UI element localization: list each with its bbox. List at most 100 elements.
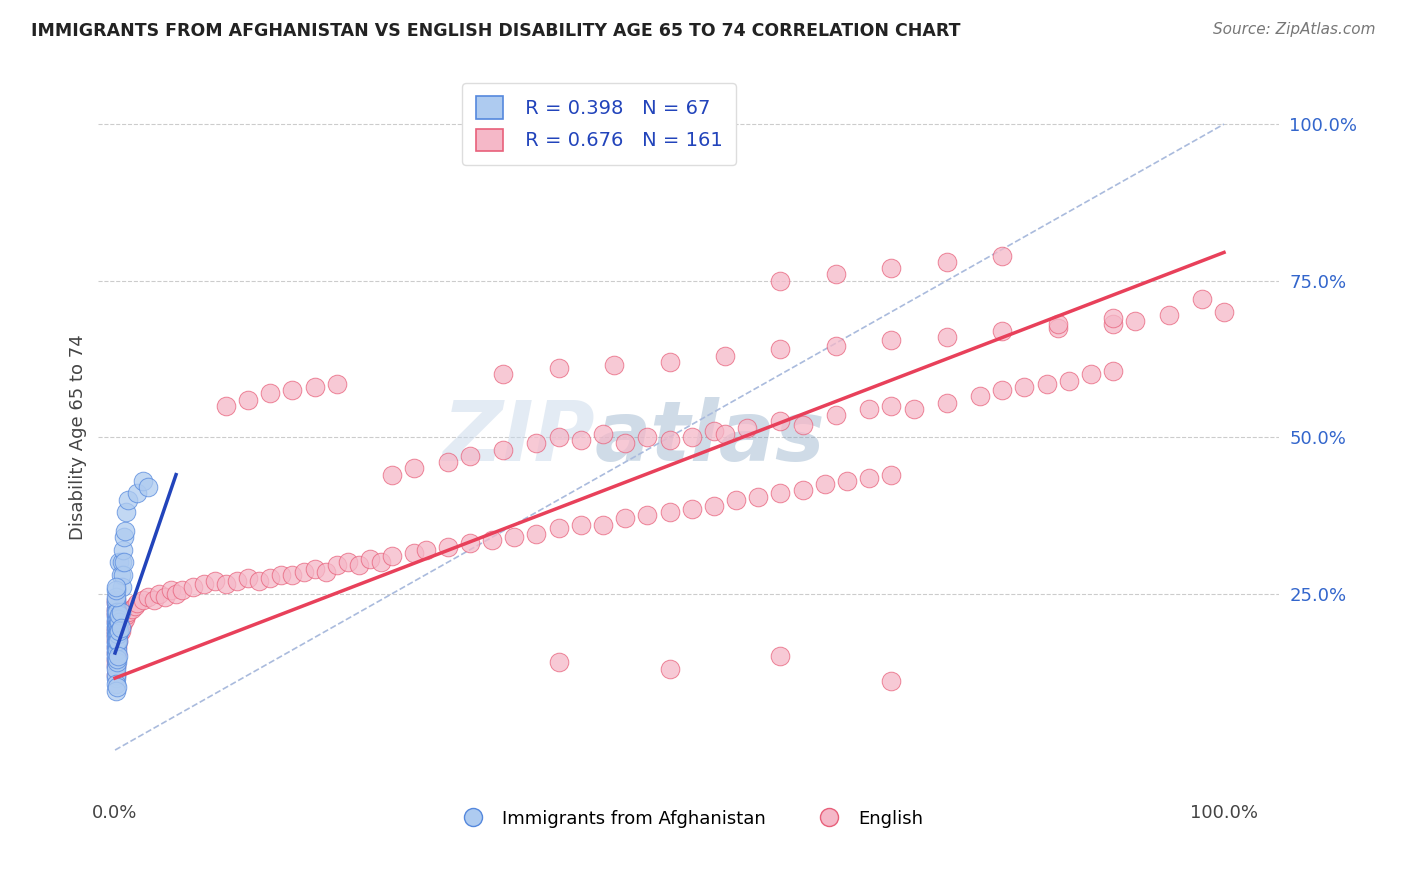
Point	[304, 561, 326, 575]
Point	[359, 552, 381, 566]
Point	[247, 574, 270, 588]
Point	[1102, 311, 1125, 326]
Point	[105, 640, 128, 654]
Y-axis label: Disability Age 65 to 74: Disability Age 65 to 74	[69, 334, 87, 540]
Point	[105, 602, 128, 616]
Text: ZIP: ZIP	[441, 397, 595, 477]
Point	[592, 517, 614, 532]
Point	[880, 674, 903, 689]
Point	[132, 474, 155, 488]
Point	[107, 618, 129, 632]
Point	[105, 605, 128, 619]
Point	[935, 330, 957, 344]
Point	[105, 649, 128, 664]
Point	[108, 615, 131, 629]
Point	[769, 343, 792, 357]
Point	[105, 627, 128, 641]
Point	[107, 633, 129, 648]
Point	[658, 662, 681, 676]
Point	[193, 577, 215, 591]
Point	[1157, 308, 1180, 322]
Point	[110, 624, 132, 639]
Point	[105, 602, 128, 616]
Point	[336, 555, 359, 569]
Point	[165, 586, 187, 600]
Point	[436, 540, 458, 554]
Point	[111, 567, 134, 582]
Point	[115, 608, 138, 623]
Point	[124, 599, 146, 613]
Point	[107, 612, 129, 626]
Point	[105, 646, 128, 660]
Point	[492, 368, 515, 382]
Point	[181, 580, 204, 594]
Point	[547, 656, 569, 670]
Point	[105, 643, 128, 657]
Point	[603, 358, 626, 372]
Point	[880, 399, 903, 413]
Point	[547, 361, 569, 376]
Point	[636, 508, 658, 523]
Point	[105, 640, 128, 654]
Point	[825, 339, 848, 353]
Point	[105, 633, 128, 648]
Point	[292, 565, 315, 579]
Point	[404, 461, 426, 475]
Point	[681, 502, 703, 516]
Point	[105, 652, 128, 666]
Point	[111, 542, 134, 557]
Point	[1035, 376, 1057, 391]
Point	[825, 268, 848, 282]
Point	[1057, 374, 1080, 388]
Point	[136, 590, 159, 604]
Point	[569, 517, 592, 532]
Point	[111, 615, 134, 629]
Point	[105, 677, 128, 691]
Point	[614, 436, 637, 450]
Point	[105, 621, 128, 635]
Point	[270, 567, 292, 582]
Point	[458, 536, 481, 550]
Point	[159, 583, 181, 598]
Point	[492, 442, 515, 457]
Point	[110, 567, 132, 582]
Point	[614, 511, 637, 525]
Point	[114, 612, 136, 626]
Point	[110, 621, 132, 635]
Point	[792, 417, 814, 432]
Point	[121, 602, 143, 616]
Point	[658, 434, 681, 448]
Point	[236, 392, 259, 407]
Point	[105, 631, 128, 645]
Point	[503, 530, 526, 544]
Point	[215, 399, 238, 413]
Point	[107, 612, 129, 626]
Point	[110, 608, 132, 623]
Point	[703, 424, 725, 438]
Point	[404, 546, 426, 560]
Point	[1046, 320, 1069, 334]
Point	[436, 455, 458, 469]
Point	[127, 596, 149, 610]
Point	[105, 612, 128, 626]
Point	[105, 646, 128, 660]
Point	[105, 658, 128, 673]
Point	[117, 492, 139, 507]
Point	[105, 637, 128, 651]
Point	[835, 474, 858, 488]
Point	[105, 624, 128, 639]
Point	[1014, 380, 1036, 394]
Point	[105, 596, 128, 610]
Point	[215, 577, 238, 591]
Point	[935, 255, 957, 269]
Text: Source: ZipAtlas.com: Source: ZipAtlas.com	[1212, 22, 1375, 37]
Point	[136, 480, 159, 494]
Point	[105, 683, 128, 698]
Point	[935, 395, 957, 409]
Point	[526, 436, 548, 450]
Point	[105, 643, 128, 657]
Point	[825, 408, 848, 422]
Point	[658, 355, 681, 369]
Point	[725, 492, 748, 507]
Point	[105, 656, 128, 670]
